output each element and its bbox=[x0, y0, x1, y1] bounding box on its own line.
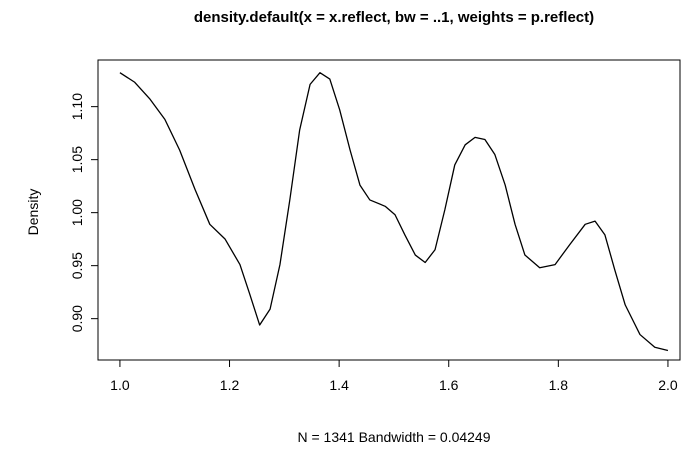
plot-box bbox=[97, 59, 681, 361]
x-tick-label: 1.8 bbox=[549, 377, 569, 393]
chart-title: density.default(x = x.reflect, bw = ..1,… bbox=[194, 9, 594, 26]
y-tick-label: 0.90 bbox=[69, 305, 85, 332]
x-tick-label: 2.0 bbox=[658, 377, 678, 393]
y-tick-label: 1.05 bbox=[69, 146, 85, 173]
x-tick-label: 1.6 bbox=[439, 377, 459, 393]
x-tick-label: 1.2 bbox=[220, 377, 240, 393]
density-line bbox=[119, 72, 669, 352]
y-tick-label: 1.00 bbox=[69, 199, 85, 226]
x-tick-label: 1.0 bbox=[110, 377, 130, 393]
y-tick-label: 0.95 bbox=[69, 252, 85, 279]
y-axis-label: Density bbox=[25, 189, 41, 236]
x-tick-label: 1.4 bbox=[329, 377, 349, 393]
x-axis-label: N = 1341 Bandwidth = 0.04249 bbox=[297, 429, 490, 445]
y-tick-label: 1.10 bbox=[69, 93, 85, 120]
